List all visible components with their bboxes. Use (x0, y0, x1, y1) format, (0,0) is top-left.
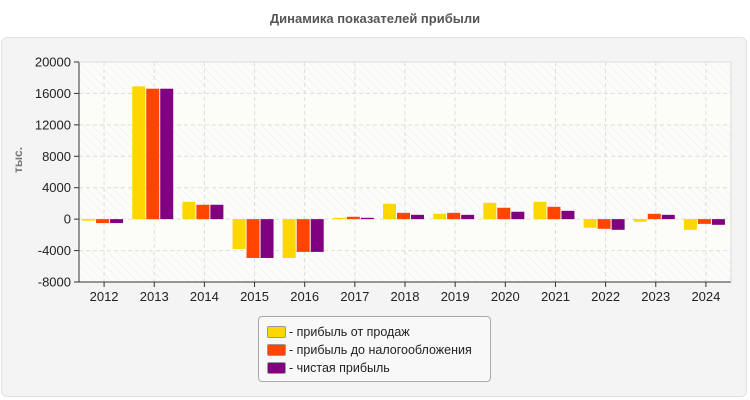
x-tick-label: 2021 (541, 289, 570, 304)
legend-label: - чистая прибыль (289, 361, 390, 375)
bar-2019-series-3 (461, 214, 475, 220)
bar-2019-series-1 (433, 213, 447, 220)
bar-2024-series-3 (711, 219, 725, 225)
bar-2014-series-2 (196, 204, 210, 220)
legend-item: - прибыль до налогообложения (267, 341, 490, 359)
bar-2022-series-3 (611, 219, 625, 230)
bar-2014-series-3 (210, 204, 224, 220)
bar-2014-series-1 (182, 201, 196, 220)
y-tick-label: 4000 (42, 180, 71, 195)
legend-label: - прибыль до налогообложения (289, 343, 472, 357)
legend: - прибыль от продаж - прибыль до налогооб… (258, 316, 491, 382)
y-axis-label: тыс. (11, 147, 25, 173)
bar-2012-series-1 (82, 219, 96, 221)
bar-2013-series-1 (132, 86, 146, 220)
bar-2018-series-1 (383, 203, 396, 220)
bar-2013-series-2 (146, 88, 160, 220)
y-tick-label: -8000 (38, 275, 71, 290)
y-tick-label: 16000 (35, 86, 71, 101)
bar-2023-series-3 (661, 214, 675, 220)
x-tick-label: 2013 (140, 289, 169, 304)
x-tick-label: 2016 (290, 289, 319, 304)
bar-2016-series-2 (296, 219, 310, 252)
y-tick-label: 12000 (35, 117, 71, 132)
bar-2018-series-2 (397, 212, 410, 220)
x-tick-label: 2019 (441, 289, 470, 304)
legend-label: - прибыль от продаж (289, 325, 410, 339)
bar-2021-series-1 (533, 201, 547, 220)
bar-2012-series-2 (96, 219, 110, 224)
legend-swatch (267, 344, 286, 356)
bar-2021-series-3 (561, 210, 575, 220)
x-tick-label: 2023 (641, 289, 670, 304)
bar-2016-series-3 (310, 219, 324, 252)
x-tick-label: 2024 (691, 289, 720, 304)
x-tick-label: 2015 (240, 289, 269, 304)
x-tick-label: 2014 (190, 289, 219, 304)
bar-2024-series-1 (683, 219, 697, 230)
bar-2017-series-2 (346, 216, 360, 220)
bar-2015-series-2 (246, 219, 260, 258)
bar-2018-series-3 (411, 214, 424, 220)
bar-2023-series-1 (633, 219, 647, 222)
legend-item: - прибыль от продаж (267, 323, 490, 341)
bar-2020-series-3 (511, 211, 525, 220)
bar-2012-series-3 (110, 219, 124, 224)
y-tick-label: 0 (64, 212, 71, 227)
legend-item: - чистая прибыль (267, 359, 490, 377)
bar-2020-series-2 (497, 207, 511, 220)
bar-2017-series-3 (360, 217, 374, 220)
y-tick-label: 20000 (35, 55, 71, 70)
y-tick-label: -4000 (38, 243, 71, 258)
x-tick-label: 2020 (491, 289, 520, 304)
bar-2023-series-2 (647, 213, 661, 220)
x-tick-label: 2018 (391, 289, 420, 304)
chart-title: Динамика показателей прибыли (269, 11, 481, 26)
x-tick-label: 2012 (90, 289, 119, 304)
bar-2021-series-2 (547, 206, 561, 220)
bar-2019-series-2 (447, 212, 461, 220)
bar-2016-series-1 (282, 219, 296, 258)
legend-swatch (267, 326, 286, 338)
bar-2013-series-3 (160, 88, 174, 220)
y-tick-label: 8000 (42, 149, 71, 164)
bar-2020-series-1 (483, 202, 497, 220)
bar-2017-series-1 (332, 217, 346, 220)
x-tick-label: 2017 (340, 289, 369, 304)
bar-2022-series-2 (597, 219, 611, 229)
bar-2015-series-3 (260, 219, 274, 258)
bar-2024-series-2 (697, 219, 711, 224)
legend-swatch (267, 362, 286, 374)
bar-2022-series-1 (583, 219, 597, 228)
x-tick-label: 2022 (591, 289, 620, 304)
bar-2015-series-1 (232, 219, 246, 249)
